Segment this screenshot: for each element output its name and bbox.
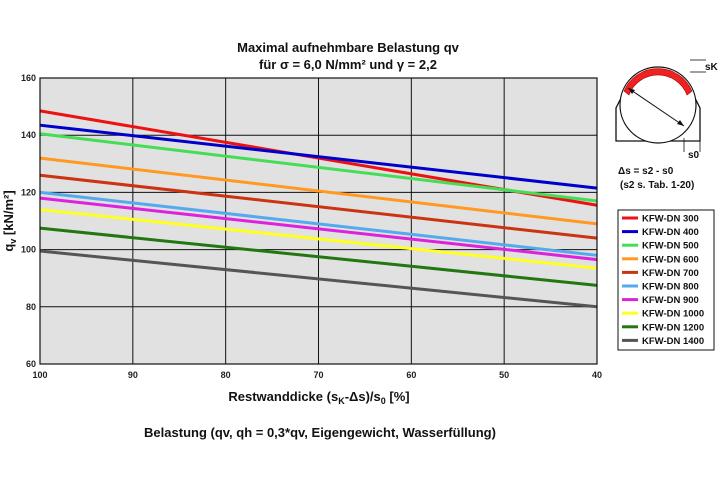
x-tick-40: 40 xyxy=(592,370,602,380)
x-axis-label-pre: Restwanddicke (s xyxy=(228,389,338,404)
legend-label-kfw-dn-800: KFW-DN 800 xyxy=(642,282,699,293)
corrosion-zone xyxy=(623,68,693,96)
x-tick-60: 60 xyxy=(406,370,416,380)
series-line-kfw-dn-1200 xyxy=(39,226,598,287)
y-axis-label-pre: q xyxy=(1,244,16,252)
y-axis-label: qv [kN/m²] xyxy=(1,190,18,251)
legend-label-kfw-dn-600: KFW-DN 600 xyxy=(642,254,699,265)
x-axis-label: Restwanddicke (sK-Δs)/s0 [%] xyxy=(228,389,409,406)
series-lines xyxy=(39,109,598,309)
series-line-kfw-dn-900 xyxy=(39,196,598,262)
y-axis-label-sub: v xyxy=(8,239,18,244)
x-tick-90: 90 xyxy=(128,370,138,380)
legend: KFW-DN 300 KFW-DN 400 KFW-DN 500 KFW-DN 600… xyxy=(617,209,715,351)
series-line-kfw-dn-700 xyxy=(39,173,598,240)
y-axis-label-post: [kN/m²] xyxy=(1,190,16,238)
legend-label-kfw-dn-700: KFW-DN 700 xyxy=(642,268,699,279)
series-line-kfw-dn-1000 xyxy=(39,208,598,270)
legend-label-kfw-dn-300: KFW-DN 300 xyxy=(642,214,699,225)
arrow-head-end xyxy=(677,120,684,126)
legend-label-kfw-dn-1200: KFW-DN 1200 xyxy=(642,322,704,333)
y-tick-labels: 60 80 100 120 140 160 xyxy=(21,73,36,369)
s2-reference-note: (s2 s. Tab. 1-20) xyxy=(620,180,694,191)
legend-label-kfw-dn-900: KFW-DN 900 xyxy=(642,295,699,306)
x-tick-labels: 100 90 80 70 60 50 40 xyxy=(32,370,602,380)
series-line-kfw-dn-500 xyxy=(39,132,598,203)
legend-label-kfw-dn-500: KFW-DN 500 xyxy=(642,241,699,252)
sk-label: sK xyxy=(705,62,719,73)
y-tick-160: 160 xyxy=(21,73,36,83)
legend-label-kfw-dn-1400: KFW-DN 1400 xyxy=(642,336,704,347)
x-tick-70: 70 xyxy=(313,370,323,380)
load-footer-note: Belastung (qv, qh = 0,3*qv, Eigengewicht… xyxy=(144,425,496,440)
x-axis-label-sub2: 0 xyxy=(381,396,386,406)
series-line-kfw-dn-400 xyxy=(39,123,598,190)
sk-label-text: sK xyxy=(705,62,719,73)
y-tick-80: 80 xyxy=(26,302,36,312)
delta-s-formula: Δs = s2 - s0 xyxy=(618,166,674,177)
y-tick-60: 60 xyxy=(26,359,36,369)
legend-label-kfw-dn-400: KFW-DN 400 xyxy=(642,227,699,238)
chart-subtitle: für σ = 6,0 N/mm² und γ = 2,2 xyxy=(259,57,437,72)
pipe-cross-section-diagram: sK s0 Δs = s2 - s0 (s2 s. Tab. 1-20) xyxy=(615,59,719,191)
x-tick-100: 100 xyxy=(32,370,47,380)
x-tick-50: 50 xyxy=(499,370,509,380)
arrow-head-start xyxy=(628,88,635,94)
y-tick-120: 120 xyxy=(21,187,36,197)
chart-title: Maximal aufnehmbare Belastung qv xyxy=(237,40,460,55)
pipe-inner-circle xyxy=(619,66,697,144)
s0-label: s0 xyxy=(688,150,700,161)
x-tick-80: 80 xyxy=(221,370,231,380)
series-line-kfw-dn-800 xyxy=(39,190,598,257)
x-axis-label-sub1: K xyxy=(338,396,345,406)
legend-label-kfw-dn-1000: KFW-DN 1000 xyxy=(642,309,704,320)
y-tick-100: 100 xyxy=(21,245,36,255)
legend-items: KFW-DN 300 KFW-DN 400 KFW-DN 500 KFW-DN 600… xyxy=(622,214,704,347)
plot-border xyxy=(39,77,598,365)
y-tick-140: 140 xyxy=(21,130,36,140)
x-axis-label-post: [%] xyxy=(386,389,410,404)
series-line-kfw-dn-1400 xyxy=(39,249,598,309)
series-line-kfw-dn-600 xyxy=(39,156,598,226)
x-axis-label-mid: -Δs)/s xyxy=(345,389,381,404)
diameter-arrow xyxy=(627,87,685,127)
